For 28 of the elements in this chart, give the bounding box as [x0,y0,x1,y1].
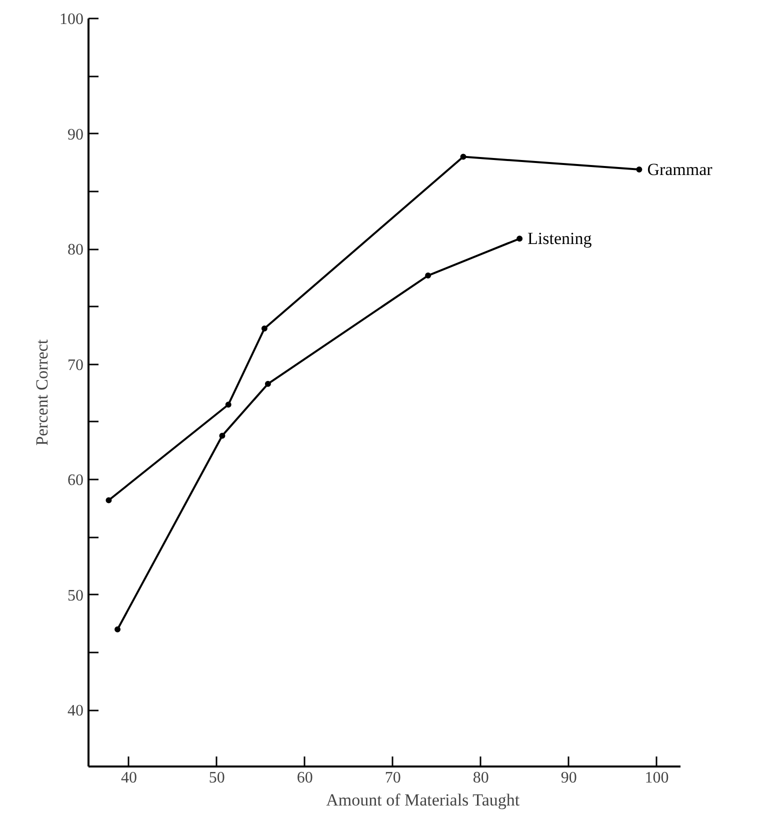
x-axis-title: Amount of Materials Taught [326,790,520,810]
point [261,326,268,332]
point [636,166,642,172]
series-label: Grammar [647,160,713,179]
y-tick-label: 90 [68,126,84,144]
point [114,626,121,632]
y-tick-label: 50 [68,587,84,604]
point [460,154,466,160]
series-label: Listening [528,229,592,248]
x-tick-label: 50 [208,770,225,786]
x-tick-label: 70 [384,770,401,786]
x-tick-label: 90 [560,770,577,786]
x-tick-label: 80 [472,770,489,786]
y-axis-title: Percent Correct [32,339,52,446]
point [264,380,271,387]
point [106,497,112,504]
y-tick-label: 40 [68,702,84,720]
point [516,236,523,242]
y-tick-label: 80 [68,242,84,259]
x-tick-label: 60 [296,770,313,786]
point [219,432,226,439]
x-tick-label: 100 [644,770,669,786]
y-tick-label: 70 [68,356,84,374]
y-tick-label: 60 [68,472,84,490]
x-tick-label: 40 [120,770,137,786]
point [425,272,432,279]
y-tick-label: 100 [60,11,84,28]
point [225,402,232,408]
